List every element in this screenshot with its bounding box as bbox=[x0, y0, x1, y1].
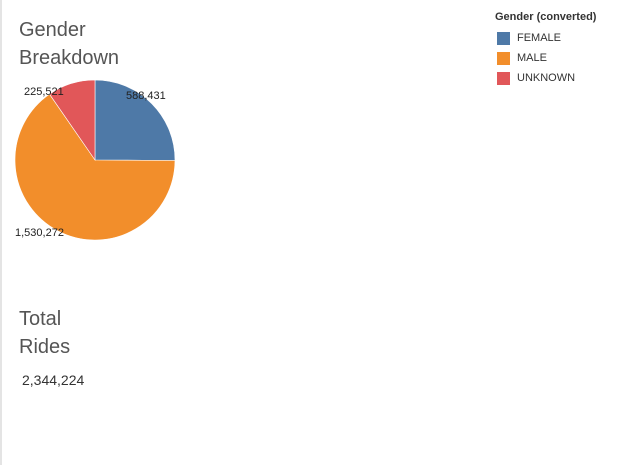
pie-value-label-male: 1,530,272 bbox=[15, 227, 64, 239]
gender-breakdown-title-line: Breakdown bbox=[19, 47, 120, 69]
gender-breakdown-title: Gender Breakdown bbox=[19, 16, 179, 72]
legend-item-unknown[interactable]: UNKNOWN bbox=[495, 68, 635, 88]
legend-items: FEMALE MALE UNKNOWN bbox=[495, 28, 635, 88]
legend-item-female[interactable]: FEMALE bbox=[495, 28, 635, 48]
total-rides-title-line: Rides bbox=[19, 336, 71, 358]
total-rides-value: 2,344,224 bbox=[22, 372, 85, 388]
gender-pie-chart[interactable]: 588,431 1,530,272 225,521 bbox=[0, 70, 200, 250]
total-rides-title: Total Rides bbox=[19, 305, 179, 361]
legend-swatch bbox=[497, 51, 510, 65]
pie-value-label-female: 588,431 bbox=[126, 90, 166, 102]
left-divider bbox=[0, 0, 2, 465]
pie-value-label-unknown: 225,521 bbox=[24, 86, 64, 98]
legend-swatch bbox=[497, 31, 510, 45]
legend-title: Gender (converted) bbox=[495, 11, 597, 23]
legend-swatch bbox=[497, 71, 510, 85]
legend-label: FEMALE bbox=[517, 32, 562, 44]
legend-label: MALE bbox=[517, 52, 547, 64]
pie-slice-unknown[interactable] bbox=[49, 79, 96, 161]
gender-breakdown-title-line: Gender bbox=[19, 19, 86, 41]
pie-slice-female[interactable] bbox=[94, 79, 176, 161]
pie-slice-male[interactable] bbox=[14, 93, 176, 241]
total-rides-title-line: Total bbox=[19, 308, 62, 330]
legend-item-male[interactable]: MALE bbox=[495, 48, 635, 68]
legend: Gender (converted) FEMALE MALE UNKNOWN bbox=[495, 11, 635, 88]
legend-label: UNKNOWN bbox=[517, 72, 576, 84]
